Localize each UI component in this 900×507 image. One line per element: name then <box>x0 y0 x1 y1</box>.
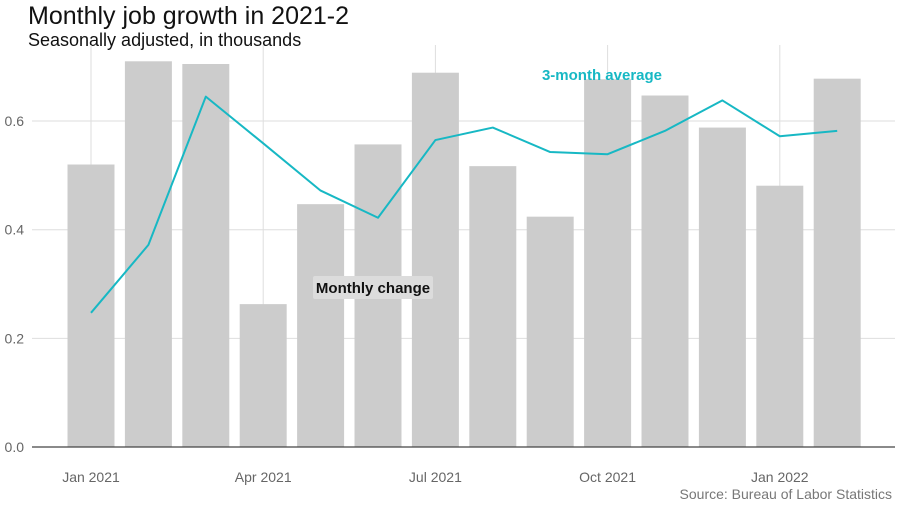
three-month-average-line <box>90 95 838 314</box>
x-tick-label: Jul 2021 <box>409 469 462 485</box>
bar-2021-01 <box>67 164 115 447</box>
bar-2021-10 <box>584 79 632 447</box>
monthly-change-label-bg <box>313 276 433 299</box>
chart-title: Monthly job growth in 2021-2 <box>28 2 350 30</box>
y-tick-label: 0.0 <box>5 439 25 455</box>
bar-2021-08 <box>469 166 517 447</box>
bar-2021-09 <box>526 216 574 447</box>
x-tick-label: Oct 2021 <box>579 469 636 485</box>
bar-2021-11 <box>641 95 689 448</box>
bar-2021-07 <box>411 72 459 447</box>
y-tick-label: 0.6 <box>5 113 25 129</box>
x-tick-label: Jan 2022 <box>751 469 809 485</box>
bar-2021-03 <box>182 64 230 447</box>
bar-2022-02 <box>813 78 861 447</box>
bar-2021-02 <box>124 61 172 447</box>
bar-2021-05 <box>297 204 345 447</box>
three-month-average-label: 3-month average <box>542 67 662 84</box>
bar-2021-12 <box>698 127 746 448</box>
x-tick-label: Jan 2021 <box>62 469 120 485</box>
source-caption: Source: Bureau of Labor Statistics <box>679 486 892 502</box>
y-tick-label: 0.2 <box>5 330 25 346</box>
bar-2021-04 <box>239 304 287 447</box>
monthly-change-label: Monthly change <box>316 280 430 297</box>
y-tick-label: 0.4 <box>5 222 25 238</box>
chart-subtitle: Seasonally adjusted, in thousands <box>28 30 302 50</box>
x-tick-label: Apr 2021 <box>235 469 292 485</box>
bar-2022-01 <box>756 185 804 447</box>
